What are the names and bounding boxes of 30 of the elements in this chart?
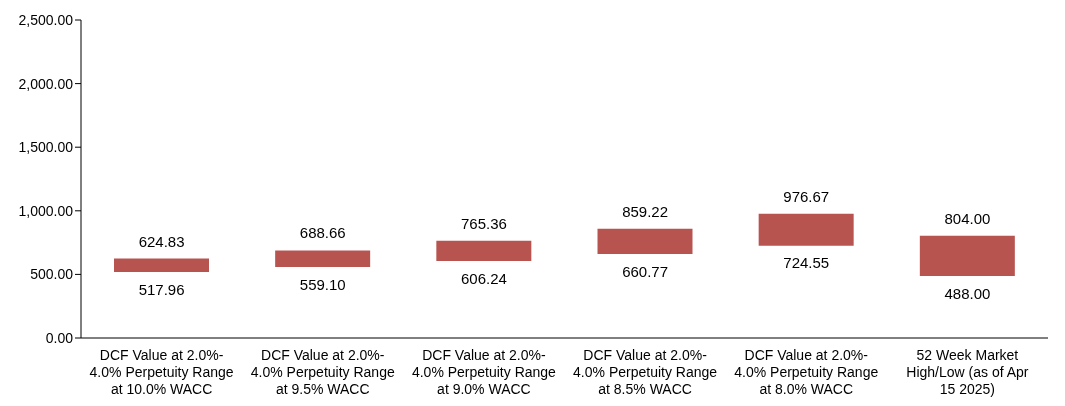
y-tick-label: 0.00 bbox=[45, 329, 74, 346]
annotation: 804.00 bbox=[944, 209, 991, 227]
x-tick-label: DCF Value at 2.0%-4.0% Perpetuity Range at 9.5% WACC bbox=[250, 347, 395, 397]
y-tick-label: 2,500.00 bbox=[18, 11, 74, 28]
annotation: 688.66 bbox=[299, 224, 346, 242]
y-tick-label: 500.00 bbox=[30, 266, 74, 283]
bar bbox=[436, 240, 532, 261]
annotation: 859.22 bbox=[622, 202, 669, 220]
bar bbox=[114, 258, 209, 273]
annotation: 488.00 bbox=[944, 284, 991, 302]
annotation: 976.67 bbox=[783, 187, 830, 205]
bar bbox=[758, 213, 854, 246]
y-tick-label: 2,000.00 bbox=[18, 75, 74, 92]
x-tick-label: DCF Value at 2.0%-4.0% Perpetuity Range at 8.5% WACC bbox=[573, 347, 718, 397]
bar bbox=[919, 235, 1015, 276]
y-tick-label: 1,500.00 bbox=[18, 139, 74, 156]
bar bbox=[597, 228, 693, 254]
x-tick-label: DCF Value at 2.0%-4.0% Perpetuity Range at 8.0% WACC bbox=[734, 347, 879, 397]
annotation: 660.77 bbox=[622, 262, 669, 280]
y-tick-label: 1,000.00 bbox=[18, 202, 74, 219]
annotation: 517.96 bbox=[138, 280, 185, 298]
annotation: 559.10 bbox=[299, 275, 346, 293]
annotation: 765.36 bbox=[460, 214, 507, 232]
x-tick-label: DCF Value at 2.0%-4.0% Perpetuity Range at 10.0% WACC bbox=[89, 347, 234, 397]
annotation: 624.83 bbox=[138, 232, 185, 250]
bar bbox=[275, 250, 371, 267]
annotation: 606.24 bbox=[460, 269, 507, 287]
x-tick-label: 52 Week Market High/Low (as of Apr 15 2025) bbox=[906, 347, 1029, 397]
x-tick-label: DCF Value at 2.0%-4.0% Perpetuity Range at 9.0% WACC bbox=[411, 347, 557, 397]
annotation: 724.55 bbox=[783, 254, 830, 272]
